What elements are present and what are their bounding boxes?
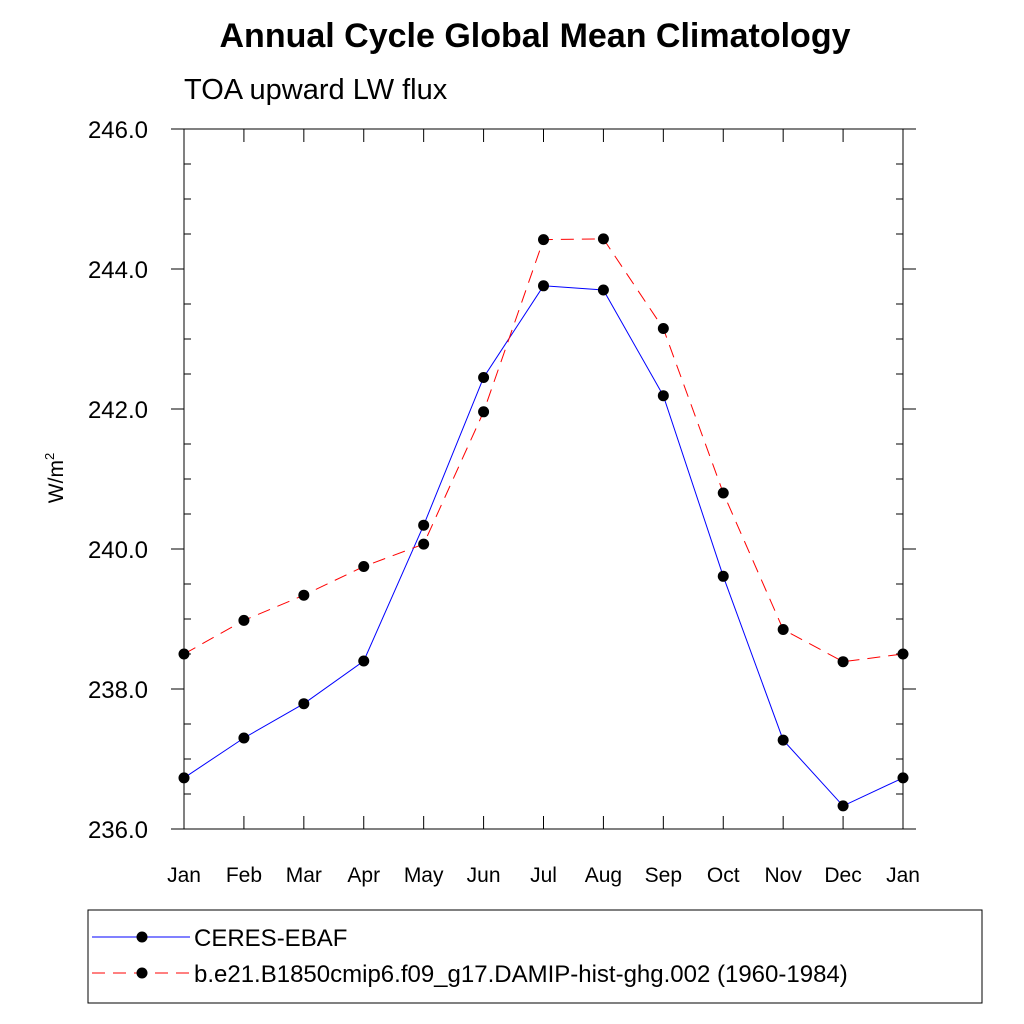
x-tick-label: Jul	[530, 864, 557, 887]
y-tick-label: 240.0	[88, 537, 148, 564]
axis-ticks	[171, 128, 916, 830]
data-point	[777, 734, 789, 746]
chart-title: Annual Cycle Global Mean Climatology	[220, 17, 851, 55]
data-point	[657, 323, 669, 334]
x-tick-labels: Jan Feb Mar Apr May Jun Jul Aug Sep Oct Nov Dec Jan	[167, 864, 920, 887]
y-tick-labels: 236.0 238.0 240.0 242.0 244.0 246.0	[88, 117, 148, 844]
data-point	[717, 487, 729, 499]
data-point	[358, 655, 370, 667]
y-tick-label: 238.0	[88, 677, 148, 704]
x-tick-label: Aug	[585, 864, 622, 887]
legend-item: b.e21.B1850cmip6.f09_g17.DAMIP-hist-ghg.…	[92, 961, 848, 988]
series-2	[178, 233, 909, 668]
x-tick-label: Jan	[886, 864, 920, 887]
x-tick-label: Feb	[226, 864, 262, 887]
data-point	[298, 589, 310, 601]
data-point	[478, 372, 490, 383]
series-1	[178, 280, 909, 812]
x-tick-label: Mar	[286, 864, 322, 887]
data-point	[178, 772, 190, 784]
chart-subtitle: TOA upward LW flux	[184, 74, 448, 106]
x-tick-label: Jan	[167, 864, 201, 887]
data-point	[538, 280, 549, 292]
x-tick-label: Nov	[764, 864, 802, 887]
data-point	[298, 698, 310, 710]
data-point	[657, 390, 669, 402]
x-tick-label: Apr	[347, 864, 380, 887]
legend-box	[87, 909, 983, 1004]
data-point	[777, 624, 789, 635]
x-tick-label: Dec	[824, 864, 861, 887]
data-point	[837, 656, 849, 668]
data-point	[478, 406, 490, 418]
data-point	[178, 648, 190, 660]
x-tick-label: Jun	[467, 864, 501, 887]
legend-marker	[136, 931, 148, 943]
y-tick-label: 246.0	[88, 117, 148, 144]
data-point	[238, 732, 250, 744]
legend-marker	[136, 967, 148, 979]
data-point	[418, 519, 430, 531]
y-axis-label: W/m2	[42, 453, 68, 503]
legend: CERES-EBAF b.e21.B1850cmip6.f09_g17.DAMIP…	[87, 909, 983, 1004]
series-line	[183, 238, 904, 663]
legend-label: CERES-EBAF	[194, 925, 347, 952]
legend-item: CERES-EBAF	[92, 925, 347, 952]
series-line	[183, 285, 904, 807]
x-tick-label: Oct	[707, 864, 740, 887]
y-tick-label: 244.0	[88, 257, 148, 284]
plot-frame	[183, 128, 904, 830]
legend-label: b.e21.B1850cmip6.f09_g17.DAMIP-hist-ghg.…	[194, 961, 848, 988]
y-tick-label: 236.0	[88, 817, 148, 844]
data-point	[238, 614, 250, 626]
data-point	[358, 561, 370, 572]
series-layer	[178, 233, 909, 812]
data-point	[597, 233, 609, 245]
data-point	[538, 234, 549, 246]
data-point	[897, 772, 909, 784]
data-point	[897, 648, 909, 660]
y-tick-label: 242.0	[88, 397, 148, 424]
y-axis-label-unit: W/m	[45, 460, 68, 503]
data-point	[418, 538, 430, 550]
data-point	[597, 284, 609, 296]
data-point	[717, 570, 729, 582]
data-point	[837, 800, 849, 812]
y-axis-label-exponent: 2	[42, 453, 57, 460]
legend-items: CERES-EBAF b.e21.B1850cmip6.f09_g17.DAMIP…	[92, 925, 848, 988]
x-tick-label: May	[404, 864, 444, 887]
x-tick-label: Sep	[645, 864, 682, 887]
